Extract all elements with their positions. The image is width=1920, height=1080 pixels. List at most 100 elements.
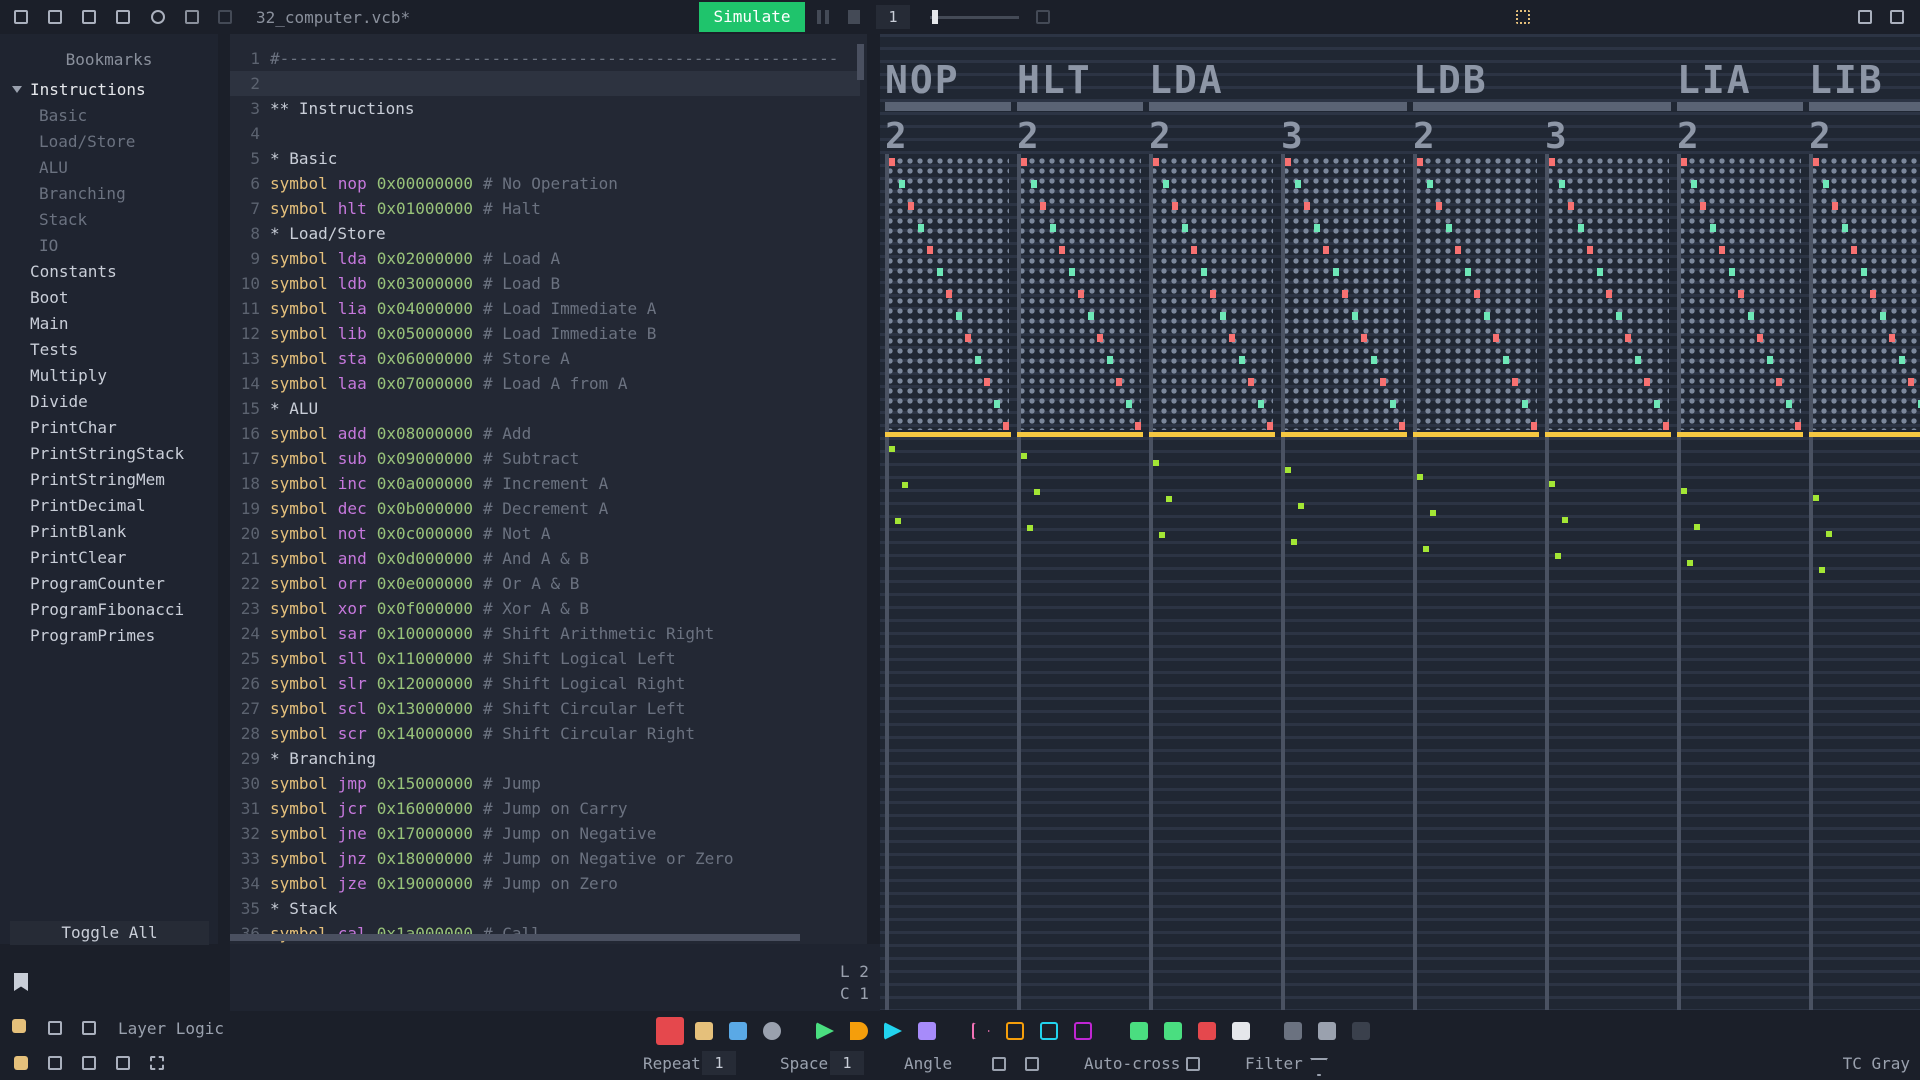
component[interactable] — [1352, 1022, 1370, 1040]
bookmark-child[interactable]: Branching — [39, 184, 126, 203]
bookmark[interactable]: PrintStringStack — [30, 444, 185, 463]
simulate-button[interactable]: Simulate — [699, 2, 805, 32]
code-token: hlt — [337, 199, 367, 218]
pause-icon[interactable] — [817, 10, 829, 24]
code-line: 13 symbol sta 0x06000000 # Store A — [230, 346, 860, 371]
bookmark[interactable]: PrintChar — [30, 418, 117, 437]
bookmark[interactable]: Multiply — [30, 366, 108, 385]
code-line: 30 symbol jmp 0x15000000 # Jump — [230, 771, 860, 796]
tool[interactable] — [729, 1022, 747, 1040]
label-bar — [885, 102, 1011, 111]
lock-icon[interactable] — [1025, 1057, 1039, 1071]
bookmark[interactable]: Constants — [30, 262, 117, 281]
bookmark-child[interactable]: Stack — [39, 210, 88, 229]
toggle-all[interactable]: Toggle All — [10, 921, 209, 945]
bookmark[interactable]: PrintClear — [30, 548, 127, 567]
code-token: jcr — [337, 799, 367, 818]
component[interactable] — [1198, 1022, 1216, 1040]
bookmark[interactable]: ProgramFibonacci — [30, 600, 185, 619]
gate[interactable] — [850, 1022, 868, 1040]
tool[interactable] — [763, 1022, 781, 1040]
bookmark-icon[interactable] — [14, 973, 28, 991]
code-token: nop — [337, 174, 367, 193]
bookmark-child[interactable]: IO — [39, 236, 59, 255]
save-icon[interactable] — [82, 10, 96, 24]
component[interactable] — [1284, 1022, 1302, 1040]
bookmark[interactable]: Instructions — [30, 80, 146, 99]
gate[interactable] — [1006, 1022, 1024, 1040]
angle-label[interactable]: Angle — [904, 1054, 953, 1073]
output-dot — [1034, 489, 1040, 495]
redo-icon[interactable] — [218, 10, 232, 24]
scrollbar-v[interactable] — [857, 44, 864, 80]
line-number: 13 — [240, 349, 260, 368]
picker-icon[interactable] — [116, 1056, 130, 1070]
scrollbar-h[interactable] — [230, 934, 800, 941]
flip-icon[interactable] — [992, 1057, 1006, 1071]
layer-label[interactable]: Layer Logic — [118, 1019, 224, 1038]
autocross-label[interactable]: Auto-cross — [1084, 1054, 1181, 1073]
bookmark[interactable]: Tests — [30, 340, 79, 359]
slider-handle[interactable] — [932, 10, 938, 24]
code-token: inc — [337, 474, 367, 493]
speed-slider[interactable] — [930, 16, 1019, 19]
code-line: 25 symbol sll 0x11000000 # Shift Logical Lef… — [230, 646, 860, 671]
speed-icon[interactable] — [1036, 10, 1050, 24]
layer-icon[interactable] — [12, 1019, 26, 1033]
component[interactable] — [1232, 1022, 1250, 1040]
gate[interactable] — [816, 1022, 834, 1040]
code-token: # Subtract — [483, 449, 580, 468]
history-icon[interactable] — [151, 10, 165, 24]
step-count[interactable]: 1 — [876, 5, 910, 29]
pencil-icon[interactable] — [48, 1056, 62, 1070]
undo-icon[interactable] — [185, 10, 199, 24]
bookmark[interactable]: ProgramCounter — [30, 574, 165, 593]
bookmark[interactable]: PrintBlank — [30, 522, 127, 541]
tool[interactable] — [695, 1022, 713, 1040]
new-icon[interactable] — [14, 10, 28, 24]
bookmark[interactable]: ProgramPrimes — [30, 626, 156, 645]
bookmark[interactable]: Divide — [30, 392, 88, 411]
filter-label[interactable]: Filter — [1245, 1054, 1303, 1073]
gate[interactable] — [1074, 1022, 1092, 1040]
bookmark-child[interactable]: ALU — [39, 158, 68, 177]
gate[interactable] — [1040, 1022, 1058, 1040]
filter-icon[interactable] — [1310, 1058, 1328, 1076]
signal-dot — [1681, 158, 1687, 166]
eraser-icon[interactable] — [82, 1056, 96, 1070]
space-input[interactable]: 1 — [830, 1051, 864, 1075]
image2-icon[interactable] — [82, 1021, 96, 1035]
repeat-input[interactable]: 1 — [702, 1051, 736, 1075]
save-as-icon[interactable] — [116, 10, 130, 24]
output-dot — [1681, 488, 1687, 494]
output-dot — [1285, 467, 1291, 473]
image-icon[interactable] — [48, 1021, 62, 1035]
bookmark[interactable]: Main — [30, 314, 69, 333]
code-token: jze — [337, 874, 367, 893]
step-icon[interactable] — [848, 10, 860, 24]
bookmark-child[interactable]: Load/Store — [39, 132, 136, 151]
circuit-canvas[interactable]: NOP 2 HLT 2 LDA 2 3 LDB 2 3 LIA 2 LIB 2 — [880, 34, 1920, 1010]
bookmark[interactable]: Boot — [30, 288, 69, 307]
output-dot — [1813, 495, 1819, 501]
open-icon[interactable] — [48, 10, 62, 24]
bus-icon[interactable] — [14, 1056, 28, 1070]
signal-dot — [1049, 224, 1056, 232]
select-icon[interactable] — [150, 1056, 164, 1070]
settings-icon[interactable] — [1890, 10, 1904, 24]
tool-selected[interactable] — [656, 1017, 684, 1045]
line-number: 6 — [250, 174, 260, 193]
component[interactable] — [1318, 1022, 1336, 1040]
gate[interactable] — [918, 1022, 936, 1040]
component[interactable] — [1164, 1022, 1182, 1040]
bookmark[interactable]: PrintDecimal — [30, 496, 146, 515]
gate[interactable] — [972, 1022, 990, 1040]
bookmark-child[interactable]: Basic — [39, 106, 88, 125]
component[interactable] — [1130, 1022, 1148, 1040]
autocross-icon[interactable] — [1186, 1057, 1200, 1071]
grid-icon[interactable] — [1516, 10, 1530, 24]
clipboard-icon[interactable] — [1858, 10, 1872, 24]
gate[interactable] — [884, 1022, 902, 1040]
palette-label[interactable]: TC Gray — [1842, 1054, 1910, 1073]
bookmark[interactable]: PrintStringMem — [30, 470, 165, 489]
